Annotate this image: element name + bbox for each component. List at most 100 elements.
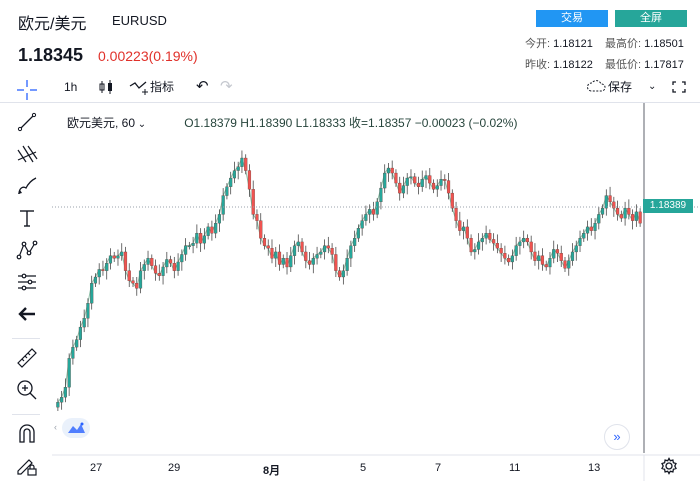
interval-button[interactable]: 1h [64,80,78,94]
candle-body [548,258,552,268]
candle-body [187,245,191,248]
candle-body [413,176,417,184]
candle-body [289,255,293,268]
brush-icon[interactable] [15,174,39,198]
indicators-icon [129,81,148,95]
fullscreen-icon[interactable] [672,74,686,100]
indicators-button[interactable]: 指标 [128,74,174,100]
lock-pencil-icon[interactable] [15,454,39,478]
candle-body [540,255,545,265]
gear-icon[interactable] [660,457,678,475]
time-tick: 8月 [263,465,281,477]
candle-body [251,189,255,215]
candle-body [338,270,342,278]
magnet-icon[interactable] [15,422,39,446]
candle-body [281,258,285,265]
save-button[interactable]: 保存 [586,74,632,100]
candle-body [552,249,556,259]
candle-body [458,220,462,231]
candle-body [120,251,124,256]
redo-icon[interactable]: ↷ [220,78,233,95]
toolbar-separator [12,338,40,339]
candle-body [266,245,270,249]
measure-icon[interactable] [15,270,39,294]
scroll-to-realtime-button[interactable]: » [604,424,630,450]
candle-body [71,346,75,359]
candle-body [368,209,372,215]
crosshair-icon[interactable] [15,78,39,102]
candle-body [443,179,447,181]
expand-icon [672,81,686,93]
zoom-in-icon[interactable] [15,378,39,402]
candle-body [616,207,620,215]
candle-body [142,264,146,271]
stat-prev-close: 昨收: 1.18122 [525,56,593,72]
candle-body [371,209,375,215]
fullscreen-button[interactable]: 全屏 [615,10,687,27]
candle-body [319,251,323,255]
candle-body [383,172,387,189]
candle-body [195,233,199,244]
candle-body [191,243,195,246]
candles-group [56,150,642,411]
candle-body [484,233,488,239]
candle-body [465,226,469,239]
candle-body [225,186,229,196]
drawing-toolbar [0,74,52,481]
price-chart[interactable] [52,103,700,481]
candle-body [612,201,616,209]
candle-body [165,259,169,268]
candle-body [123,251,128,271]
candle-body [522,238,526,243]
stat-low-label: 最低价: [605,59,642,71]
pattern-icon[interactable] [15,238,39,262]
candle-body [90,283,94,304]
time-tick: 7 [435,462,442,474]
legend-chevron-icon[interactable]: ⌄ [135,119,147,130]
candle-body [221,195,225,215]
candle-body [168,259,173,264]
candle-body [232,170,237,179]
candle-body [356,228,360,239]
tradingview-logo[interactable] [62,418,90,438]
candle-body [330,248,334,255]
candle-body [469,238,473,253]
candle-body [285,258,289,268]
trend-line-icon[interactable] [15,110,39,134]
time-tick: 5 [360,462,367,474]
candle-body [631,214,635,221]
candle-body [608,195,612,203]
time-tick: 11 [509,462,521,474]
candle-body [214,222,218,234]
undo-icon[interactable]: ↶ [196,78,209,95]
candle-body [401,185,406,194]
ruler-icon[interactable] [15,346,39,370]
legend-ohlc: O1.18379 H1.18390 L1.18333 收=1.18357 −0.… [184,116,518,130]
save-dropdown-chevron-icon[interactable]: ⌄ [648,81,657,92]
candle-body [510,255,514,263]
arrow-left-icon[interactable] [15,302,39,326]
candle-body [477,241,481,250]
candle-body [184,245,188,255]
candle-body [277,251,282,265]
candle-body [364,214,368,221]
candle-body [567,260,571,269]
candle-body [559,253,563,261]
collapse-arrow-icon[interactable]: ‹ [54,422,57,432]
candle-body [210,226,214,234]
fib-retracement-icon[interactable] [15,142,39,166]
candle-body [450,192,454,209]
legend-symbol[interactable]: 欧元美元, 60 [67,116,136,130]
candle-body [507,258,511,263]
candle-body [386,167,391,174]
trade-button[interactable]: 交易 [536,10,608,27]
text-tool-icon[interactable] [15,206,39,230]
candle-body [593,222,597,231]
candle-style-button[interactable] [96,74,116,100]
stat-open: 今开: 1.18121 [525,35,593,51]
candle-body [307,260,312,265]
candle-body [529,241,533,253]
candle-body [146,258,150,265]
candle-body [360,220,364,229]
candle-body [255,214,259,221]
